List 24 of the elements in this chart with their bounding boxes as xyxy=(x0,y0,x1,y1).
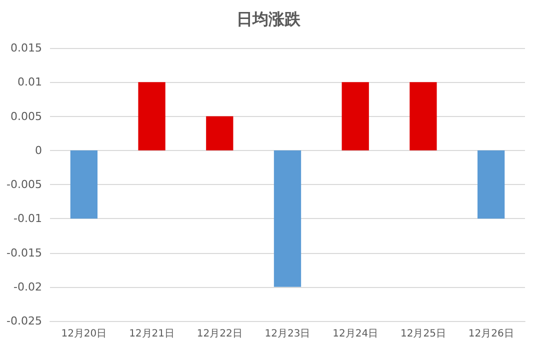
bar xyxy=(70,150,98,219)
x-tick-label: 12月25日 xyxy=(400,328,446,340)
y-tick-label: 0.01 xyxy=(18,76,42,89)
x-tick-label: 12月21日 xyxy=(129,328,175,340)
bar xyxy=(410,82,437,150)
x-tick-label: 12月26日 xyxy=(468,328,514,340)
y-tick-label: -0.02 xyxy=(14,280,42,294)
y-tick-label: -0.015 xyxy=(6,246,42,260)
bar xyxy=(274,150,302,287)
x-tick-label: 12月24日 xyxy=(332,328,378,340)
y-tick-label: 0 xyxy=(35,144,42,157)
bar xyxy=(206,116,234,150)
bar xyxy=(342,82,369,150)
y-tick-label: 0.015 xyxy=(10,42,42,54)
x-tick-label: 12月22日 xyxy=(196,328,242,340)
y-tick-label: 0.005 xyxy=(10,110,42,123)
bar xyxy=(478,150,505,219)
y-tick-label: -0.025 xyxy=(6,314,42,328)
bar xyxy=(138,82,166,150)
chart-title: 日均涨跌 xyxy=(236,10,302,28)
y-tick-label: -0.01 xyxy=(14,212,42,226)
x-tick-label: 12月23日 xyxy=(264,328,310,340)
y-tick-label: -0.005 xyxy=(6,178,42,191)
x-tick-label: 12月20日 xyxy=(61,328,107,340)
